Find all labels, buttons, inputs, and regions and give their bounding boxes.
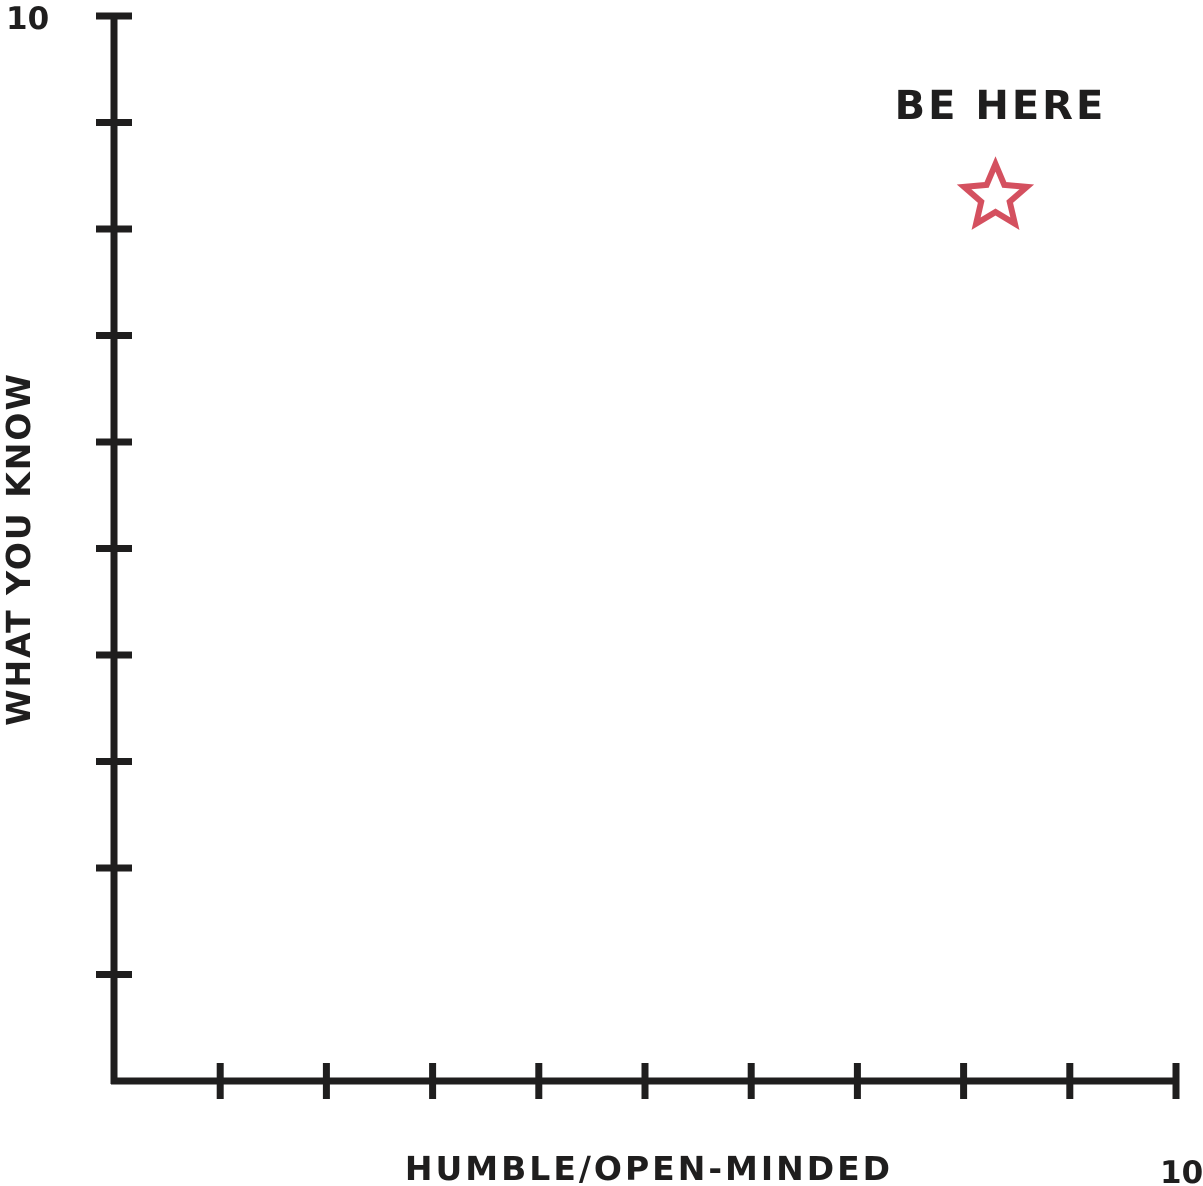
- point-label: BE HERE: [895, 83, 1107, 129]
- y-axis-label: WHAT YOU KNOW: [0, 372, 38, 726]
- x-max-label: 10: [1160, 1155, 1203, 1186]
- ticks: [96, 12, 1180, 1099]
- axes: [110, 16, 1176, 1085]
- points: BE HERE: [895, 83, 1107, 230]
- x-axis-label: HUMBLE/OPEN-MINDED: [405, 1149, 893, 1186]
- star-marker: [956, 156, 1035, 230]
- y-max-label: 10: [6, 1, 49, 37]
